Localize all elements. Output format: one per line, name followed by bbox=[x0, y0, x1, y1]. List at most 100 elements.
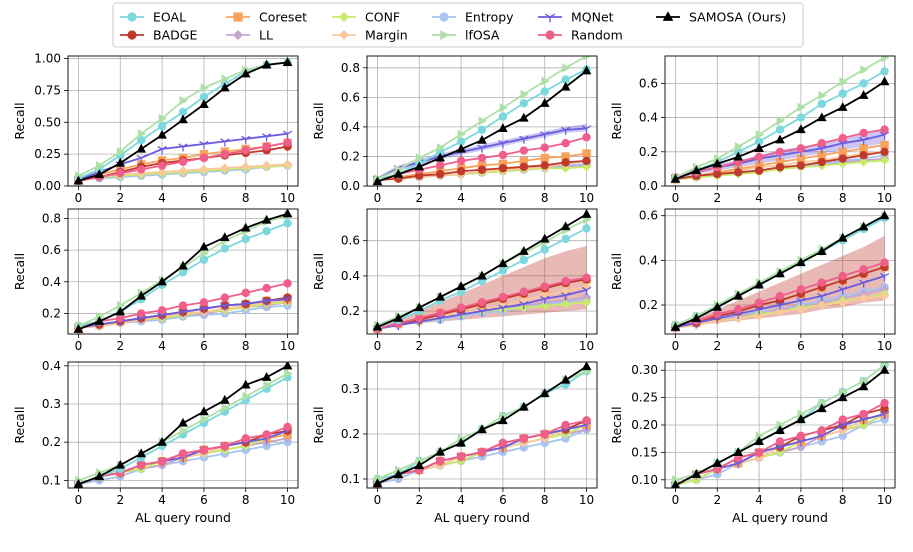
data-point bbox=[754, 436, 764, 446]
data-point bbox=[796, 124, 806, 134]
data-point bbox=[776, 420, 786, 430]
data-point bbox=[816, 246, 827, 255]
x-tick-label: 4 bbox=[158, 339, 166, 353]
data-point bbox=[435, 315, 445, 324]
x-tick-label: 4 bbox=[755, 339, 763, 353]
data-point bbox=[670, 322, 681, 331]
data-point bbox=[220, 138, 230, 147]
data-point bbox=[881, 56, 890, 63]
axes-frame bbox=[366, 208, 598, 335]
data-point bbox=[540, 295, 550, 304]
axes-frame bbox=[67, 55, 299, 187]
data-point bbox=[240, 222, 251, 232]
data-point bbox=[477, 270, 487, 280]
legend-marker bbox=[545, 30, 555, 40]
data-point bbox=[220, 244, 230, 253]
x-tick-label: 6 bbox=[200, 493, 208, 507]
y-tick-label: 0.2 bbox=[341, 427, 360, 441]
data-point bbox=[436, 142, 446, 153]
data-point bbox=[582, 156, 591, 166]
data-point bbox=[242, 391, 251, 401]
y-tick-label: 0.4 bbox=[42, 275, 61, 289]
data-point bbox=[158, 113, 168, 124]
data-point bbox=[284, 368, 293, 379]
data-point bbox=[178, 157, 188, 166]
data-point bbox=[241, 288, 250, 298]
y-tick-label: 0.3 bbox=[42, 397, 61, 411]
data-point bbox=[540, 429, 549, 439]
data-point bbox=[817, 278, 827, 287]
data-point bbox=[94, 316, 105, 325]
y-tick-label: 0.6 bbox=[639, 76, 658, 90]
data-point bbox=[435, 456, 445, 466]
x-tick-label: 10 bbox=[579, 493, 594, 507]
data-point bbox=[179, 95, 189, 106]
data-point bbox=[818, 398, 827, 408]
data-point bbox=[282, 362, 293, 370]
x-tick-label: 6 bbox=[499, 339, 507, 353]
y-axis-label: Recall bbox=[609, 253, 624, 290]
data-point bbox=[691, 475, 701, 485]
data-point bbox=[199, 99, 209, 109]
data-point bbox=[262, 283, 271, 293]
data-point bbox=[477, 153, 487, 163]
data-point bbox=[539, 388, 550, 398]
data-point bbox=[796, 257, 806, 267]
data-point bbox=[560, 374, 571, 384]
data-point bbox=[561, 420, 570, 430]
data-point bbox=[540, 153, 549, 163]
y-tick-label: 0.3 bbox=[341, 382, 360, 396]
x-tick-label: 8 bbox=[839, 339, 847, 353]
legend-label: lfOSA bbox=[465, 28, 500, 43]
data-point bbox=[199, 164, 209, 175]
y-tick-label: 0.6 bbox=[42, 243, 61, 257]
data-point bbox=[817, 151, 827, 160]
data-point bbox=[581, 362, 592, 371]
data-point bbox=[560, 81, 571, 91]
axes-frame bbox=[664, 208, 896, 335]
data-point bbox=[858, 279, 869, 288]
data-point bbox=[116, 300, 126, 311]
series-entropy bbox=[74, 437, 292, 488]
y-axis-label: Recall bbox=[12, 253, 27, 290]
panel-3-3: 0 2 4 6 8 10 0.10 0.15 0.20 0.25 0.30 Recall AL quer… bbox=[609, 361, 896, 525]
data-point bbox=[712, 458, 723, 467]
data-point bbox=[838, 271, 847, 281]
x-tick-label: 10 bbox=[877, 493, 892, 507]
data-point bbox=[199, 140, 209, 149]
data-point bbox=[775, 157, 785, 167]
data-point bbox=[561, 276, 570, 286]
data-point bbox=[839, 387, 848, 397]
data-point bbox=[435, 161, 445, 170]
data-point bbox=[477, 161, 487, 170]
data-point bbox=[282, 130, 293, 139]
data-point bbox=[838, 298, 848, 308]
data-point bbox=[672, 475, 681, 485]
data-point bbox=[157, 129, 167, 139]
x-tick-label: 6 bbox=[797, 493, 805, 507]
legend-label: Margin bbox=[365, 28, 408, 43]
data-point bbox=[838, 425, 848, 436]
legend-marker bbox=[338, 29, 350, 41]
series-random bbox=[74, 422, 292, 488]
data-point bbox=[456, 452, 466, 461]
x-tick-label: 2 bbox=[116, 493, 124, 507]
x-tick-label: 6 bbox=[797, 339, 805, 353]
data-point bbox=[498, 266, 508, 275]
data-point bbox=[498, 164, 508, 173]
y-tick-label: 0.6 bbox=[341, 234, 360, 248]
x-tick-label: 8 bbox=[839, 191, 847, 205]
data-point bbox=[691, 313, 702, 322]
data-point bbox=[241, 162, 251, 172]
data-point bbox=[860, 376, 869, 386]
x-tick-label: 4 bbox=[457, 339, 465, 353]
data-point bbox=[712, 158, 723, 168]
legend-item-margin: Margin bbox=[332, 28, 408, 43]
data-point bbox=[713, 309, 722, 319]
data-point bbox=[282, 296, 293, 305]
y-tick-label: 0.1 bbox=[341, 472, 360, 486]
data-point bbox=[220, 302, 230, 311]
data-point bbox=[498, 123, 508, 132]
panel-3-2: 0 2 4 6 8 10 0.1 0.2 0.3 Recall AL query round bbox=[311, 361, 598, 525]
plot-area bbox=[372, 362, 592, 488]
